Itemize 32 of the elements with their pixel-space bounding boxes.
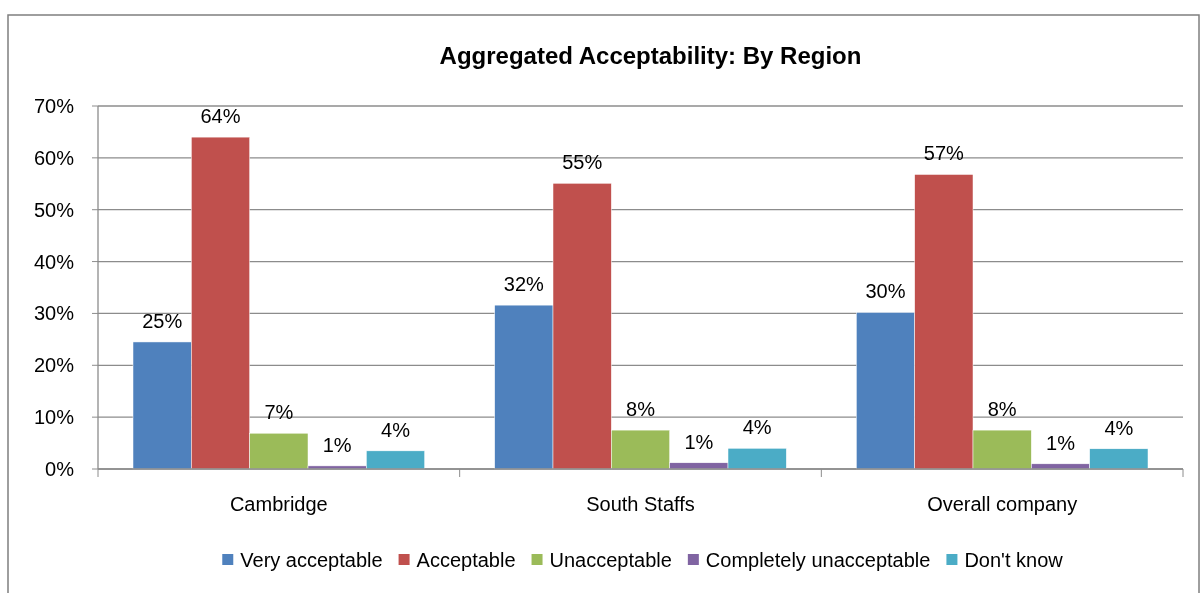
x-tick-label: Overall company: [927, 493, 1078, 515]
data-label: 1%: [322, 433, 352, 456]
data-label: 32%: [503, 273, 545, 296]
legend-label: Completely unacceptable: [705, 549, 931, 571]
data-label: 8%: [626, 398, 656, 421]
data-label: 4%: [381, 418, 411, 441]
x-tick-label: South Staffs: [586, 493, 695, 515]
data-label: 25%: [142, 309, 183, 332]
y-tick-label: 0%: [45, 458, 75, 480]
data-label: 4%: [1104, 416, 1134, 439]
y-tick-label: 40%: [33, 250, 75, 273]
data-label: 55%: [562, 151, 603, 174]
data-label: 1%: [1046, 431, 1076, 454]
chart-title: Aggregated Acceptability: By Region: [439, 42, 862, 69]
legend-label: Unacceptable: [549, 549, 672, 571]
data-label: 7%: [264, 401, 294, 424]
legend-label: Don't know: [964, 549, 1064, 571]
data-label: 1%: [684, 430, 714, 453]
legend-label: Very acceptable: [240, 549, 383, 571]
data-label: 30%: [865, 280, 906, 303]
y-tick-label: 30%: [33, 302, 75, 325]
data-label: 4%: [742, 416, 772, 439]
x-tick-label: Cambridge: [229, 493, 328, 515]
y-tick-label: 60%: [33, 146, 75, 169]
legend-label: Acceptable: [416, 549, 516, 571]
data-label: 64%: [200, 105, 241, 128]
y-tick-label: 70%: [33, 95, 75, 117]
data-label: 8%: [987, 398, 1017, 421]
y-tick-label: 10%: [33, 406, 75, 429]
y-tick-label: 20%: [33, 354, 75, 377]
data-label: 57%: [923, 142, 965, 165]
y-tick-label: 50%: [33, 198, 75, 221]
